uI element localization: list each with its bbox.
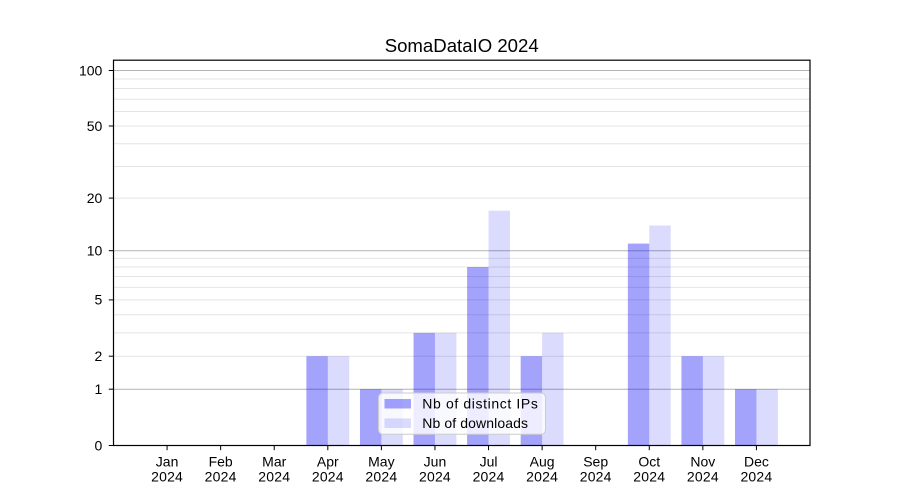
svg-text:Jan: Jan	[156, 453, 179, 469]
svg-text:2024: 2024	[633, 468, 665, 484]
svg-text:Aug: Aug	[530, 453, 555, 469]
svg-text:Mar: Mar	[262, 453, 286, 469]
svg-text:Oct: Oct	[638, 453, 660, 469]
svg-text:0: 0	[95, 437, 103, 453]
svg-text:2024: 2024	[258, 468, 290, 484]
svg-text:2024: 2024	[526, 468, 558, 484]
svg-text:SomaDataIO 2024: SomaDataIO 2024	[385, 35, 539, 56]
svg-text:2024: 2024	[365, 468, 397, 484]
svg-text:2024: 2024	[473, 468, 505, 484]
svg-text:2024: 2024	[580, 468, 612, 484]
svg-text:100: 100	[79, 62, 103, 78]
svg-text:Nov: Nov	[690, 453, 715, 469]
svg-text:20: 20	[87, 190, 103, 206]
svg-text:2024: 2024	[312, 468, 344, 484]
svg-text:2024: 2024	[740, 468, 772, 484]
svg-text:May: May	[368, 453, 394, 469]
svg-text:10: 10	[87, 243, 103, 259]
svg-text:Dec: Dec	[744, 453, 769, 469]
svg-text:2024: 2024	[419, 468, 451, 484]
svg-text:Jun: Jun	[424, 453, 447, 469]
svg-text:2024: 2024	[151, 468, 183, 484]
svg-text:Nb of downloads: Nb of downloads	[422, 415, 528, 431]
svg-text:Jul: Jul	[480, 453, 498, 469]
svg-text:Feb: Feb	[209, 453, 233, 469]
svg-text:2024: 2024	[687, 468, 719, 484]
svg-text:Sep: Sep	[583, 453, 608, 469]
svg-text:2: 2	[95, 348, 103, 364]
svg-text:Apr: Apr	[317, 453, 339, 469]
svg-text:1: 1	[95, 381, 103, 397]
svg-text:50: 50	[87, 118, 103, 134]
svg-text:2024: 2024	[205, 468, 237, 484]
svg-text:5: 5	[95, 292, 103, 308]
svg-text:Nb of distinct IPs: Nb of distinct IPs	[422, 395, 538, 411]
